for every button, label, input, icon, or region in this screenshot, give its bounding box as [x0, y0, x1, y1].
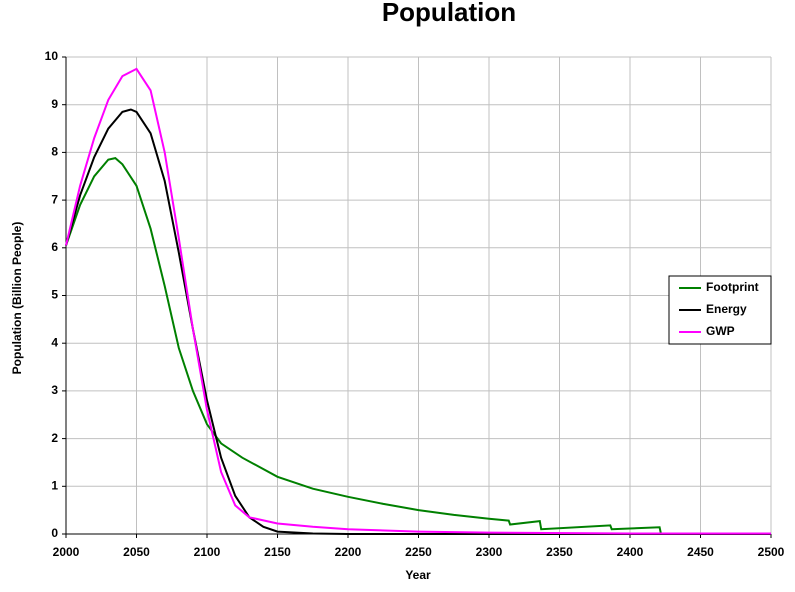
- legend-label: Footprint: [706, 280, 759, 294]
- x-tick-label: 2150: [264, 545, 291, 559]
- line: [65, 157, 771, 535]
- y-tick-label: 0: [51, 526, 58, 540]
- legend-label: Energy: [706, 302, 747, 316]
- x-tick-label: 2100: [194, 545, 221, 559]
- x-tick-label: 2200: [335, 545, 362, 559]
- y-axis-label: Population (Billion People): [10, 222, 24, 375]
- y-tick-label: 1: [51, 478, 58, 492]
- y-tick-label: 2: [51, 431, 58, 445]
- x-tick-label: 2250: [405, 545, 432, 559]
- y-tick-label: 10: [45, 49, 59, 63]
- y-tick-label: 5: [51, 288, 58, 302]
- x-tick-label: 2300: [476, 545, 503, 559]
- y-tick-label: 8: [51, 145, 58, 159]
- y-tick-label: 3: [51, 383, 58, 397]
- x-tick-label: 2350: [546, 545, 573, 559]
- x-tick-label: 2000: [53, 545, 80, 559]
- x-tick-label: 2050: [123, 545, 150, 559]
- y-tick-label: 4: [51, 335, 58, 349]
- legend-label: GWP: [706, 324, 735, 338]
- y-tick-label: 7: [51, 192, 58, 206]
- x-tick-label: 2500: [758, 545, 785, 559]
- x-tick-label: 2400: [617, 545, 644, 559]
- line: [65, 108, 771, 535]
- y-tick-label: 6: [51, 240, 58, 254]
- x-tick-label: 2450: [687, 545, 714, 559]
- x-axis-label: Year: [405, 568, 431, 582]
- chart-title: Population: [382, 0, 516, 27]
- y-tick-label: 9: [51, 97, 58, 111]
- line: [65, 67, 771, 535]
